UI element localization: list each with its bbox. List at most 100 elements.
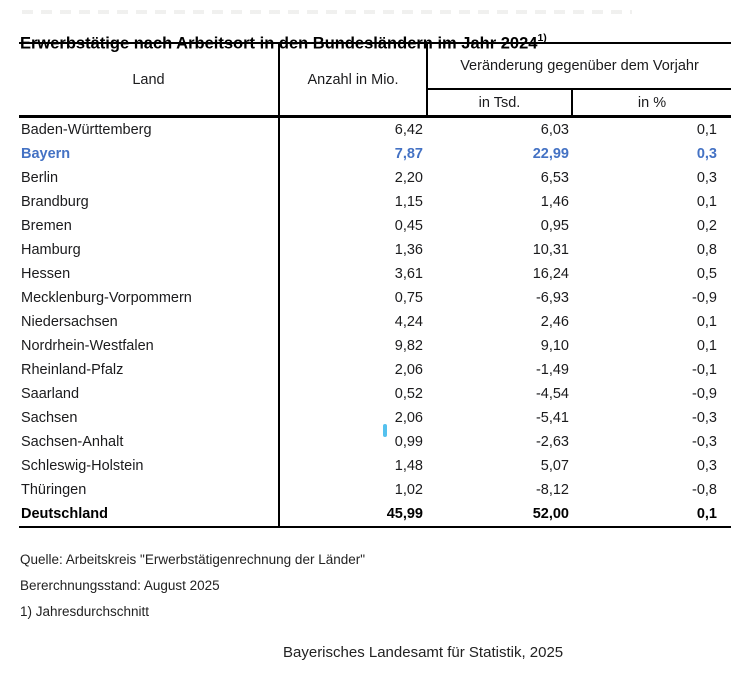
table-row: Sachsen 2,06 -5,41 -0,3	[19, 406, 731, 430]
cell-veraenderung-in-percent: 0,2	[696, 218, 717, 234]
cell-veraenderung-in-tsd: 22,99	[532, 146, 569, 162]
cell-anzahl-in-mio: 45,99	[386, 506, 423, 522]
cell-veraenderung-in-percent: 0,1	[696, 314, 717, 330]
table-row: Deutschland 45,99 52,00 0,1	[19, 502, 731, 526]
table-row: Rheinland-Pfalz 2,06 -1,49 -0,1	[19, 358, 731, 382]
cell-veraenderung-in-tsd: -8,12	[535, 482, 569, 498]
cell-land-name: Bayern	[19, 142, 280, 166]
cell-anzahl-in-mio: 0,45	[394, 218, 423, 234]
cell-veraenderung-in-percent: 0,3	[696, 170, 717, 186]
cell-anzahl-in-mio: 1,36	[394, 242, 423, 258]
cell-veraenderung-in-tsd: 0,95	[540, 218, 569, 234]
table-row: Sachsen-Anhalt 0,99 -2,63 -0,3	[19, 424, 731, 454]
table-row: Brandburg 1,15 1,46 0,1	[19, 190, 731, 214]
cell-veraenderung-in-percent: 0,1	[696, 194, 717, 210]
cell-veraenderung-in-tsd: -4,54	[535, 386, 569, 402]
cell-land-name: Niedersachsen	[19, 310, 280, 334]
cell-land-name: Baden-Württemberg	[19, 118, 280, 142]
cell-veraenderung-in-tsd: 10,31	[532, 242, 569, 258]
footnote-annual-average: 1) Jahresdurchschnitt	[20, 604, 150, 619]
cell-veraenderung-in-tsd: 9,10	[540, 338, 569, 354]
cell-anzahl-in-mio: 2,06	[394, 410, 423, 426]
table-row: Hessen 3,61 16,24 0,5	[19, 262, 731, 286]
cell-anzahl-in-mio: 7,87	[394, 146, 423, 162]
cell-land-name: Hessen	[19, 262, 280, 286]
cell-land-name: Saarland	[19, 382, 280, 406]
cell-land-name: Deutschland	[19, 502, 280, 526]
cell-veraenderung-in-percent: -0,8	[692, 482, 717, 498]
cell-veraenderung-in-tsd: 6,53	[540, 170, 569, 186]
cell-land-name: Brandburg	[19, 190, 280, 214]
cell-veraenderung-in-tsd: 1,46	[540, 194, 569, 210]
cell-veraenderung-in-percent: -0,9	[692, 290, 717, 306]
source-note: Quelle: Arbeitskreis "Erwerbstätigenrech…	[20, 552, 366, 567]
calculation-status-note: Bererchnungsstand: August 2025	[20, 578, 220, 593]
cell-anzahl-in-mio: 4,24	[394, 314, 423, 330]
cell-veraenderung-in-percent: 0,8	[696, 242, 717, 258]
table-row: Nordrhein-Westfalen 9,82 9,10 0,1	[19, 334, 731, 358]
cell-anzahl-in-mio: 3,61	[394, 266, 423, 282]
cell-veraenderung-in-percent: 0,5	[696, 266, 717, 282]
table-row: Schleswig-Holstein 1,48 5,07 0,3	[19, 454, 731, 478]
cell-veraenderung-in-percent: 0,3	[696, 146, 717, 162]
cell-anzahl-in-mio: 1,48	[394, 458, 423, 474]
column-header-in-tsd: in Tsd.	[428, 90, 573, 115]
table-row: Bayern 7,87 22,99 0,3	[19, 142, 731, 166]
table-subheader-row: in Tsd. in %	[428, 90, 731, 115]
cell-anzahl-in-mio: 2,06	[394, 362, 423, 378]
table-row: Saarland 0,52 -4,54 -0,9	[19, 382, 731, 406]
cell-veraenderung-in-percent: 0,1	[696, 506, 717, 522]
cell-anzahl-in-mio: 1,02	[394, 482, 423, 498]
cell-land-name: Hamburg	[19, 238, 280, 262]
cell-land-name: Thüringen	[19, 478, 280, 502]
publisher-line: Bayerisches Landesamt für Statistik, 202…	[283, 644, 564, 661]
cell-veraenderung-in-tsd: 16,24	[532, 266, 569, 282]
cell-land-name: Bremen	[19, 214, 280, 238]
cell-veraenderung-in-percent: 0,1	[696, 338, 717, 354]
cell-anzahl-in-mio: 9,82	[394, 338, 423, 354]
column-header-land: Land	[19, 44, 280, 115]
cell-anzahl-in-mio: 1,15	[394, 194, 423, 210]
cell-veraenderung-in-tsd: 6,03	[540, 122, 569, 138]
column-header-anzahl-in-mio: Anzahl in Mio.	[280, 44, 428, 115]
footnotes-block: Quelle: Arbeitskreis "Erwerbstätigenrech…	[20, 551, 365, 629]
cell-veraenderung-in-tsd: -5,41	[535, 410, 569, 426]
cell-anzahl-in-mio: 0,75	[394, 290, 423, 306]
cell-land-name: Sachsen-Anhalt	[19, 430, 280, 454]
table-row: Mecklenburg-Vorpommern 0,75 -6,93 -0,9	[19, 286, 731, 310]
column-header-in-percent: in %	[637, 94, 667, 111]
cell-veraenderung-in-tsd: -2,63	[535, 434, 569, 450]
cell-veraenderung-in-tsd: -1,49	[535, 362, 569, 378]
table-body: Baden-Württemberg 6,42 6,03 0,1 Bayern 7…	[19, 118, 731, 526]
table-row: Niedersachsen 4,24 2,46 0,1	[19, 310, 731, 334]
cell-veraenderung-in-tsd: -6,93	[535, 290, 569, 306]
cell-land-name: Berlin	[19, 166, 280, 190]
cell-veraenderung-in-percent: -0,1	[692, 362, 717, 378]
cell-land-name: Mecklenburg-Vorpommern	[19, 286, 280, 310]
footnote-marker: 1)	[537, 32, 547, 45]
cell-veraenderung-in-tsd: 2,46	[540, 314, 569, 330]
cell-veraenderung-in-percent: -0,3	[692, 434, 717, 450]
cell-anzahl-in-mio: 0,52	[394, 386, 423, 402]
data-table: Land Anzahl in Mio. Veränderung gegenübe…	[19, 42, 731, 528]
table-row: Thüringen 1,02 -8,12 -0,8	[19, 478, 731, 502]
cell-veraenderung-in-percent: -0,3	[692, 410, 717, 426]
cell-veraenderung-in-percent: 0,3	[696, 458, 717, 474]
table-header: Land Anzahl in Mio. Veränderung gegenübe…	[19, 42, 731, 118]
cell-veraenderung-in-tsd: 5,07	[540, 458, 569, 474]
cell-land-name: Nordrhein-Westfalen	[19, 334, 280, 358]
text-cursor-icon	[383, 424, 387, 437]
column-header-group-veraenderung: Veränderung gegenüber dem Vorjahr in Tsd…	[428, 44, 731, 115]
cell-land-name: Sachsen	[19, 406, 280, 430]
table-row: Berlin 2,20 6,53 0,3	[19, 166, 731, 190]
cell-veraenderung-in-percent: -0,9	[692, 386, 717, 402]
cell-veraenderung-in-percent: 0,1	[696, 122, 717, 138]
table-row: Bremen 0,45 0,95 0,2	[19, 214, 731, 238]
cell-anzahl-in-mio: 0,99	[394, 434, 423, 450]
cell-land-name: Schleswig-Holstein	[19, 454, 280, 478]
column-header-veraenderung: Veränderung gegenüber dem Vorjahr	[428, 44, 731, 90]
cell-anzahl-in-mio: 2,20	[394, 170, 423, 186]
cell-anzahl-in-mio: 6,42	[394, 122, 423, 138]
cell-veraenderung-in-tsd: 52,00	[532, 506, 569, 522]
